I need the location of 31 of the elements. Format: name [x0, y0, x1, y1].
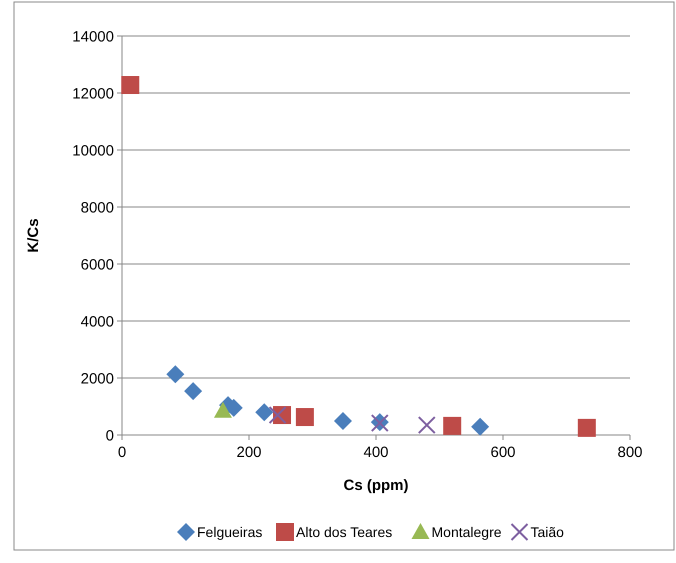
x-tick-label: 800 [617, 444, 643, 461]
y-tick-label: 6000 [80, 256, 114, 274]
point [471, 418, 490, 436]
point [214, 402, 232, 418]
y-tick-label: 2000 [80, 370, 114, 388]
legend-label: Felgueiras [197, 524, 262, 540]
point [166, 365, 184, 384]
y-tick-label: 4000 [80, 313, 114, 330]
legend-label: Montalegre [432, 524, 502, 540]
point [296, 408, 314, 426]
legend-label: Alto dos Teares [296, 524, 392, 540]
point [334, 412, 352, 430]
x-tick-label: 200 [236, 444, 262, 461]
x-tick-label: 0 [118, 444, 126, 461]
point [184, 382, 202, 400]
x-tick-label: 400 [363, 444, 389, 461]
point [578, 418, 596, 437]
legend-label: Taião [530, 524, 564, 540]
y-tick-label: 8000 [80, 199, 114, 216]
y-tick-label: 0 [106, 427, 114, 444]
y-tick-label: 12000 [72, 85, 114, 102]
point [121, 76, 140, 94]
point [255, 403, 274, 422]
point [443, 416, 462, 435]
y-tick-label: 10000 [72, 142, 114, 160]
x-axis-title: Cs (ppm) [344, 477, 408, 494]
point [268, 406, 287, 424]
x-tick-label: 600 [490, 444, 516, 461]
y-axis-title: K/Cs [25, 218, 42, 253]
point [418, 416, 436, 434]
y-tick-label: 14000 [72, 28, 114, 46]
